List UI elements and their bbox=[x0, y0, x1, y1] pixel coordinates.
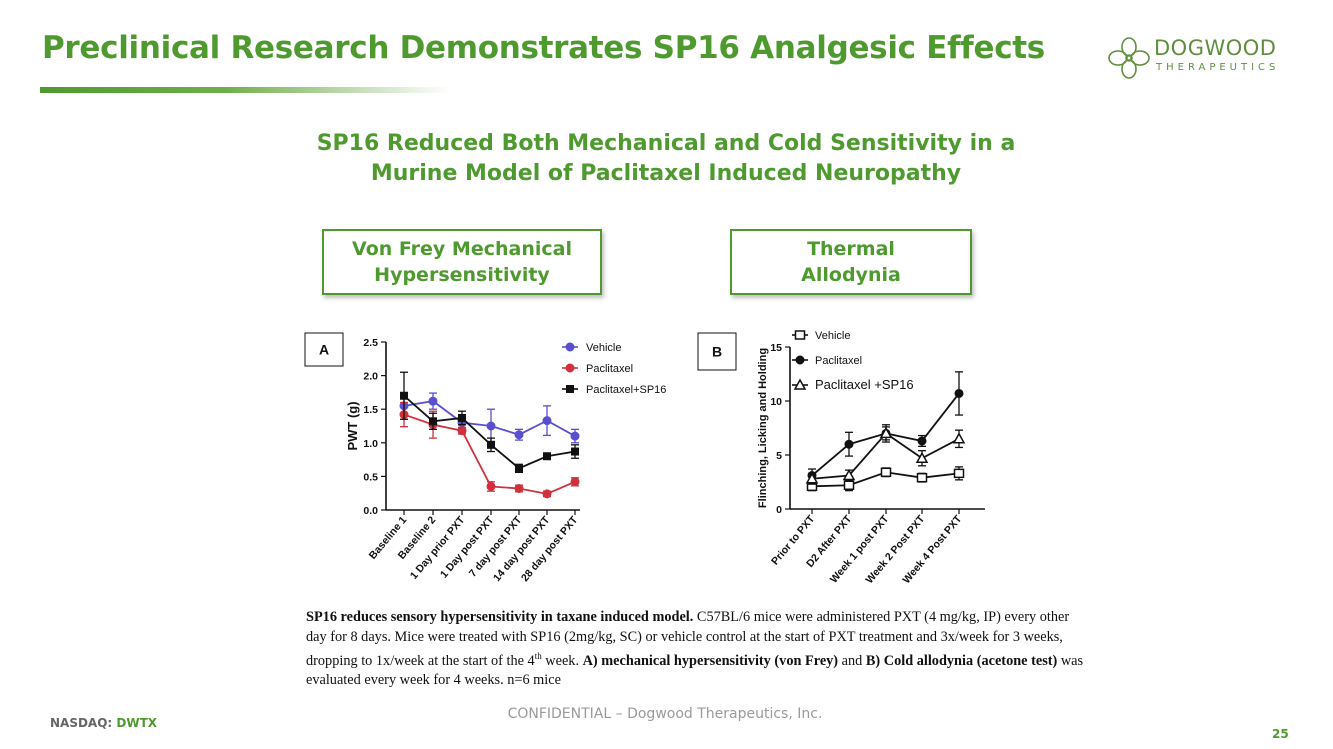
y-tick-label: 10 bbox=[770, 396, 782, 408]
caption-text-2: week. bbox=[541, 652, 583, 669]
data-point bbox=[842, 468, 856, 481]
chart-legend: Vehicle Paclitaxel Paclitaxel+SP16 bbox=[562, 342, 666, 396]
data-point bbox=[514, 430, 524, 440]
y-tick-label: 5 bbox=[776, 450, 782, 462]
data-point bbox=[570, 477, 580, 487]
chart-legend: Vehicle Paclitaxel Paclitaxel +SP16 bbox=[792, 330, 914, 392]
slide-title: Preclinical Research Demonstrates SP16 A… bbox=[42, 30, 1045, 66]
y-tick-label: 0 bbox=[776, 504, 782, 516]
caption-text-1: C57BL/6 mice were administered PXT (4 mg… bbox=[306, 609, 1070, 669]
ticker-symbol: DWTX bbox=[116, 716, 158, 730]
legend-swatch-marker bbox=[795, 355, 805, 365]
series-paclitaxel-sp16 bbox=[400, 371, 579, 474]
data-point bbox=[486, 481, 496, 491]
data-point bbox=[917, 436, 927, 446]
data-point bbox=[542, 416, 552, 426]
y-axis-label: Flinching, Licking and Holding bbox=[757, 348, 769, 508]
figure-caption: SP16 reduces sensory hypersensitivity in… bbox=[306, 608, 1086, 691]
legend-label: Vehicle bbox=[586, 342, 621, 354]
legend-label: Paclitaxel bbox=[815, 355, 862, 367]
data-point bbox=[915, 451, 929, 463]
caption-bold-1: SP16 reduces sensory hypersensitivity in… bbox=[306, 609, 694, 625]
panel-label: B bbox=[712, 344, 722, 360]
data-point bbox=[805, 472, 819, 484]
data-point bbox=[514, 483, 524, 493]
thermal-label-line-2: Allodynia bbox=[801, 264, 901, 286]
thermal-label-line-1: Thermal bbox=[807, 238, 895, 260]
subtitle-line-1: SP16 Reduced Both Mechanical and Cold Se… bbox=[316, 131, 1016, 156]
slide-subtitle: SP16 Reduced Both Mechanical and Cold Se… bbox=[260, 129, 1072, 189]
series-vehicle bbox=[399, 392, 580, 444]
data-point bbox=[571, 447, 579, 456]
y-tick-label: 1.5 bbox=[363, 404, 378, 416]
legend-label: Paclitaxel bbox=[586, 363, 633, 375]
y-tick-label: 15 bbox=[770, 342, 782, 354]
thermal-label-box: Thermal Allodynia bbox=[730, 229, 972, 295]
caption-superscript: th bbox=[534, 651, 542, 661]
data-point bbox=[429, 417, 437, 426]
exchange-label: NASDAQ: bbox=[50, 716, 113, 730]
legend-label: Paclitaxel +SP16 bbox=[815, 377, 914, 392]
y-tick-label: 0.5 bbox=[363, 471, 378, 483]
caption-text-3: and bbox=[838, 652, 866, 669]
legend-swatch-marker bbox=[565, 342, 575, 352]
von-frey-label-box: Von Frey Mechanical Hypersensitivity bbox=[322, 229, 602, 295]
legend-swatch-marker bbox=[565, 363, 575, 373]
y-tick-label: 1.0 bbox=[363, 438, 378, 450]
nasdaq-ticker: NASDAQ: DWTX bbox=[50, 716, 157, 730]
legend-label: Vehicle bbox=[815, 330, 850, 342]
data-point bbox=[515, 464, 523, 473]
von-frey-label-line-2: Hypersensitivity bbox=[374, 264, 550, 286]
title-underline bbox=[40, 87, 450, 93]
y-tick-label: 0.0 bbox=[363, 505, 378, 517]
y-axis-label: PWT (g) bbox=[345, 401, 360, 450]
data-point bbox=[486, 421, 496, 431]
von-frey-label-line-1: Von Frey Mechanical bbox=[352, 238, 572, 260]
data-point bbox=[953, 468, 965, 479]
dogwood-flower-icon bbox=[1108, 37, 1150, 79]
data-point bbox=[457, 426, 467, 436]
data-point bbox=[400, 391, 408, 400]
page-number: 25 bbox=[1272, 727, 1289, 741]
panel-label-box bbox=[304, 332, 344, 367]
caption-text-4: was evaluated every week for 4 weeks. n=… bbox=[306, 652, 1084, 689]
data-point bbox=[880, 467, 892, 478]
legend-swatch-marker bbox=[794, 330, 806, 340]
data-point bbox=[542, 489, 552, 499]
company-logo: DOGWOOD THERAPEUTICS bbox=[1106, 36, 1296, 80]
series-paclitaxel-sp16 bbox=[805, 426, 966, 485]
panel-label: A bbox=[319, 342, 329, 358]
data-point bbox=[543, 452, 551, 461]
y-tick-label: 2.0 bbox=[363, 371, 378, 383]
series-vehicle bbox=[806, 466, 965, 492]
data-point bbox=[916, 472, 928, 483]
caption-bold-2: A) mechanical hypersensitivity (von Frey… bbox=[582, 652, 839, 669]
data-point bbox=[487, 440, 495, 449]
legend-label: Paclitaxel+SP16 bbox=[586, 384, 666, 396]
data-point bbox=[843, 480, 855, 490]
legend-swatch-marker bbox=[793, 378, 807, 390]
data-point bbox=[954, 388, 964, 398]
data-point bbox=[844, 439, 854, 449]
data-point bbox=[952, 432, 966, 444]
legend-swatch-marker bbox=[566, 385, 574, 393]
data-point bbox=[879, 426, 893, 439]
data-point bbox=[428, 396, 438, 406]
y-tick-label: 2.5 bbox=[363, 337, 378, 349]
panel-label-box bbox=[697, 332, 737, 371]
data-point bbox=[570, 431, 580, 441]
logo-subtitle: THERAPEUTICS bbox=[1156, 62, 1280, 73]
caption-bold-3: B) Cold allodynia (acetone test) bbox=[865, 652, 1058, 669]
logo-wordmark: DOGWOOD bbox=[1154, 36, 1277, 60]
data-point bbox=[458, 413, 466, 422]
confidential-notice: CONFIDENTIAL – Dogwood Therapeutics, Inc… bbox=[507, 706, 823, 722]
subtitle-line-2: Murine Model of Paclitaxel Induced Neuro… bbox=[370, 161, 962, 186]
